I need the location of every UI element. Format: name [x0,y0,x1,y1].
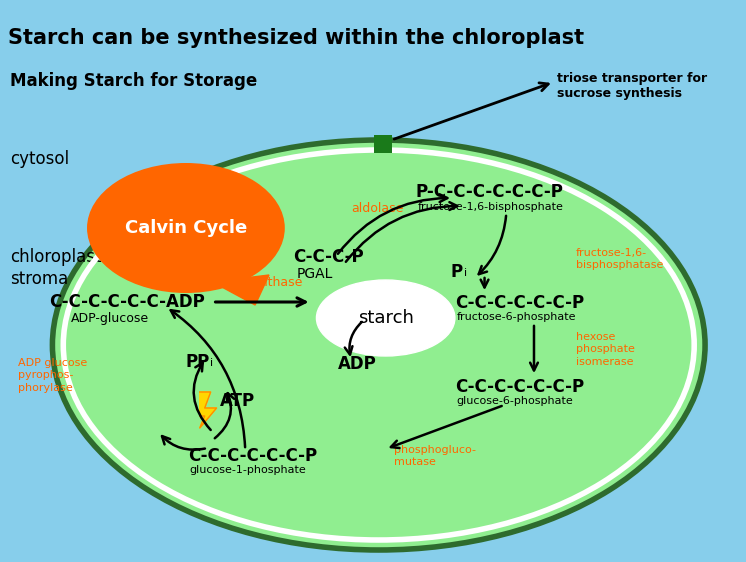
Text: PGAL: PGAL [297,267,333,281]
Text: Making Starch for Storage: Making Starch for Storage [10,72,257,90]
Text: i: i [464,268,467,278]
Text: fructose-1,6-bisphosphate: fructose-1,6-bisphosphate [417,202,563,212]
Ellipse shape [316,280,455,356]
Text: PP: PP [186,353,210,371]
Text: P: P [451,263,463,281]
Text: hexose
phosphate
isomerase: hexose phosphate isomerase [575,332,634,367]
Text: aldolase: aldolase [351,202,404,215]
Text: glucose-1-phosphate: glucose-1-phosphate [190,465,307,475]
Text: fructose-6-phosphate: fructose-6-phosphate [457,312,577,322]
Text: phosphogluco-
mutase: phosphogluco- mutase [394,445,475,468]
Text: cytosol: cytosol [10,150,69,168]
Text: glucose-6-phosphate: glucose-6-phosphate [457,396,574,406]
Text: C-C-C-P: C-C-C-P [292,248,363,266]
Text: fructose-1,6-
bisphosphatase: fructose-1,6- bisphosphatase [575,248,663,270]
Text: ADP: ADP [338,355,377,373]
Text: chloroplast
stroma: chloroplast stroma [10,248,101,288]
Text: ATP: ATP [219,392,254,410]
Text: C-C-C-C-C-C-ADP: C-C-C-C-C-C-ADP [49,293,205,311]
Polygon shape [213,275,269,305]
Text: Calvin Cycle: Calvin Cycle [125,219,247,237]
Text: ADP-glucose: ADP-glucose [71,312,149,325]
Text: P-C-C-C-C-C-C-P: P-C-C-C-C-C-C-P [416,183,563,201]
Text: Starch can be synthesized within the chloroplast: Starch can be synthesized within the chl… [8,28,584,48]
Polygon shape [200,392,216,428]
Text: ADP glucose
pyrophos-
phorylase: ADP glucose pyrophos- phorylase [18,358,87,393]
Text: triose transporter for
sucrose synthesis: triose transporter for sucrose synthesis [557,72,707,100]
Text: starch: starch [358,309,413,327]
Text: starch synthase: starch synthase [203,276,302,289]
Text: C-C-C-C-C-C-P: C-C-C-C-C-C-P [455,294,584,312]
Ellipse shape [87,163,285,293]
Text: i: i [210,358,213,368]
Text: C-C-C-C-C-C-P: C-C-C-C-C-C-P [455,378,584,396]
Bar [374,135,392,153]
Text: C-C-C-C-C-C-P: C-C-C-C-C-C-P [188,447,317,465]
Ellipse shape [52,140,705,550]
